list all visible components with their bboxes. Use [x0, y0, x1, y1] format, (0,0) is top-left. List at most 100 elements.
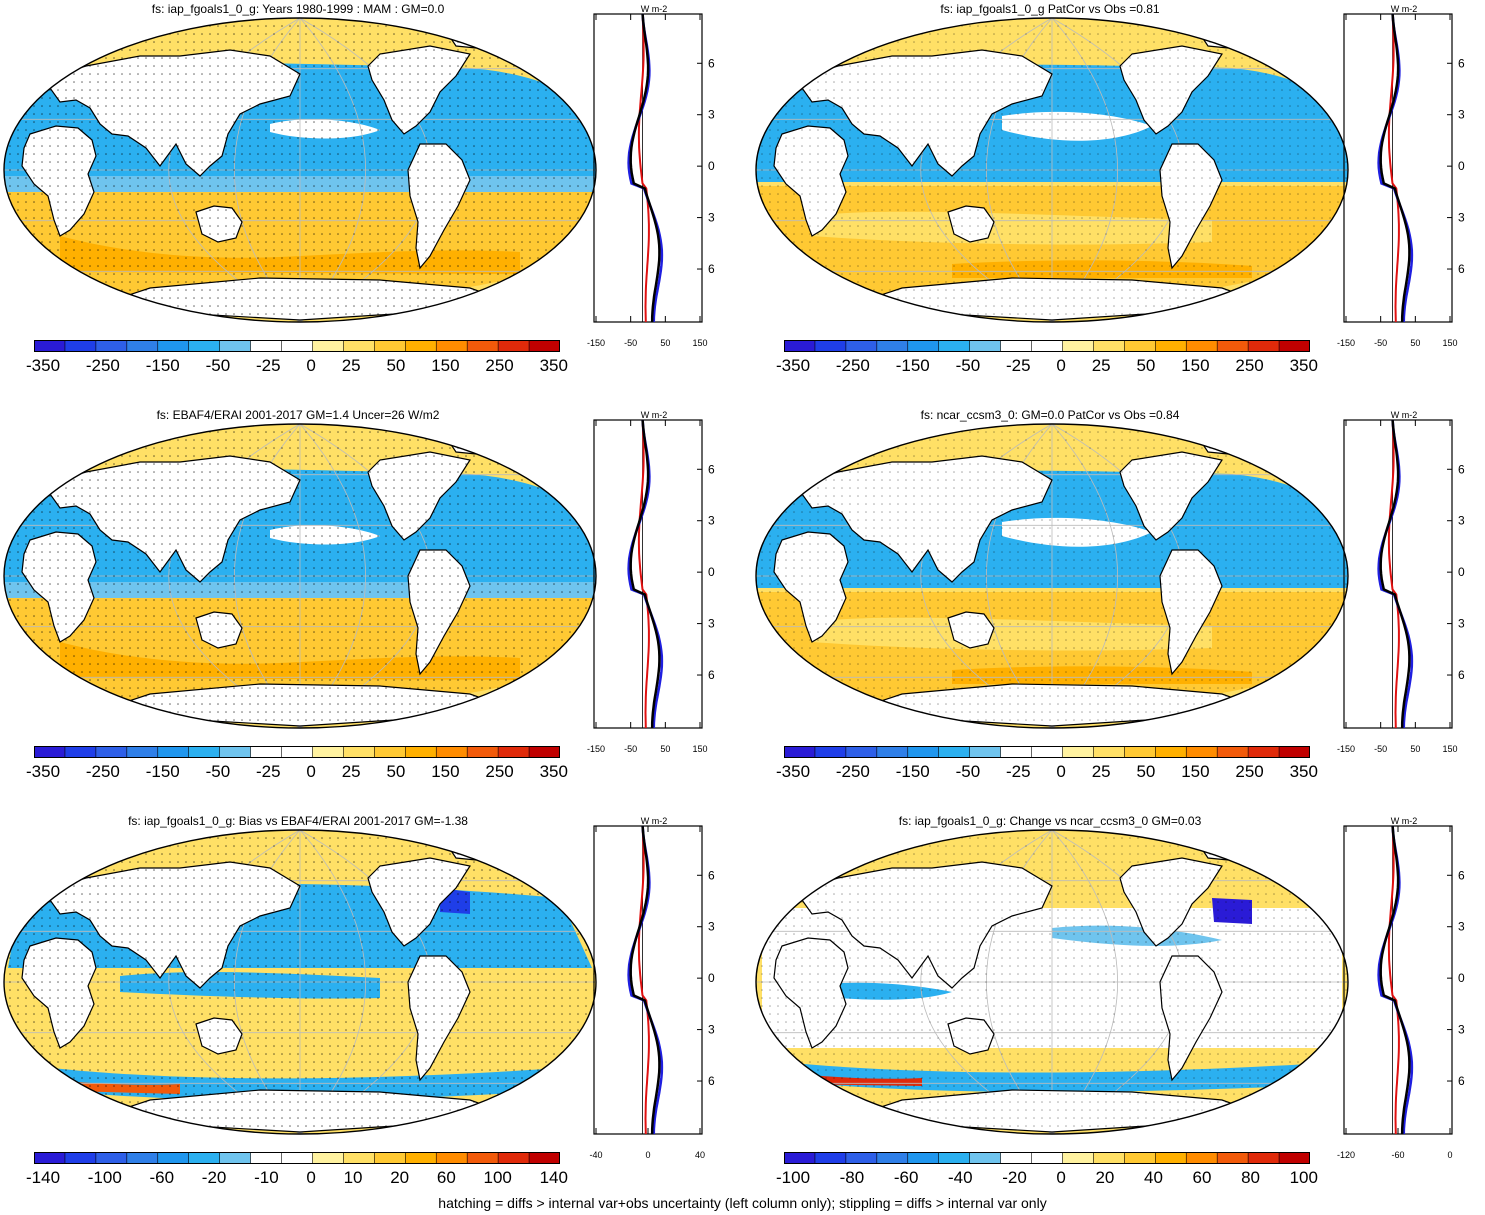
zonal-lat-label: 30S [708, 617, 715, 631]
colorbar-segment [1062, 340, 1094, 352]
colorbar-label: 25 [1091, 762, 1111, 781]
colorbar-label: -25 [1005, 762, 1031, 781]
zonal-tick-label: -150 [587, 338, 605, 348]
colorbar-label: 350 [539, 762, 568, 781]
colorbar-label: -350 [26, 762, 61, 781]
colorbar-labels: -350 -250 -150 -50 -25 0 25 50 150 250 350 [776, 356, 1318, 376]
colorbar-label: 0 [306, 762, 316, 781]
colorbar-label: 250 [485, 356, 514, 375]
colorbar-segment [1248, 1152, 1280, 1164]
colorbar-segment [250, 340, 283, 352]
colorbar-label: -150 [895, 762, 930, 781]
colorbar-label: 50 [1136, 762, 1156, 781]
zonal-mean-profile: W m-2 60N 30N 0 30S 60S -150 -50 50 150 [587, 4, 715, 348]
zonal-lat-label: 30N [708, 108, 715, 122]
zonal-lat-label: 0 [1458, 565, 1465, 579]
zonal-unit-label: W m-2 [1391, 816, 1418, 826]
colorbar-segment [157, 746, 190, 758]
zonal-lat-label: 60S [1458, 1074, 1465, 1088]
zonal-lat-label: 30S [1458, 1023, 1465, 1037]
colorbar-label: -60 [893, 1168, 919, 1187]
colorbar-segment [95, 746, 128, 758]
colorbar-segment [343, 1152, 375, 1164]
colorbar-segment [498, 340, 530, 352]
panel-title: fs: iap_fgoals1_0_g: Bias vs EBAF4/ERAI … [128, 814, 468, 828]
colorbar-segment [1186, 746, 1218, 758]
colorbar-label: -20 [201, 1168, 227, 1187]
zonal-lat-label: 30N [708, 920, 715, 934]
zonal-lat-label: 30N [1458, 514, 1465, 528]
colorbar-label: 100 [483, 1168, 512, 1187]
colorbar-segment [1031, 1152, 1063, 1164]
zonal-lat-label: 30N [1458, 920, 1465, 934]
panel-title: fs: iap_fgoals1_0_g: Change vs ncar_ccsm… [898, 814, 1202, 828]
colorbar-segment [250, 746, 283, 758]
zonal-lat-label: 30S [708, 211, 715, 225]
zonal-unit-label: W m-2 [1391, 4, 1418, 14]
colorbar-segment [1124, 340, 1156, 352]
panel-title: fs: EBAF4/ERAI 2001-2017 GM=1.4 Uncer=26… [156, 408, 440, 422]
zonal-mean-profile: W m-2 60N 30N 0 30S 60S -150 -50 50 150 [1337, 4, 1465, 348]
colorbar-label: 0 [306, 1168, 316, 1187]
colorbar-label: 350 [1289, 356, 1318, 375]
colorbar [34, 1152, 560, 1164]
zonal-tick-label: -50 [624, 338, 637, 348]
colorbar-segment [467, 340, 499, 352]
zonal-lat-label: 30S [1458, 211, 1465, 225]
colorbar-segment [1155, 746, 1187, 758]
colorbar-segment [467, 746, 499, 758]
panel-title: fs: iap_fgoals1_0_g: Years 1980-1999 : M… [151, 2, 445, 16]
colorbar-label: -100 [776, 1168, 811, 1187]
world-map [3, 423, 597, 729]
colorbar-segment [312, 1152, 344, 1164]
zonal-lat-label: 0 [708, 565, 715, 579]
zonal-curve [1379, 13, 1411, 322]
zonal-lat-label: 30S [1458, 617, 1465, 631]
colorbar-label: -350 [776, 356, 811, 375]
colorbar-labels: -100 -80 -60 -40 -20 0 20 40 60 80 100 [776, 1168, 1318, 1188]
colorbar-segment [1000, 340, 1033, 352]
colorbar-label: -40 [948, 1168, 973, 1187]
zonal-curve [1379, 825, 1411, 1134]
colorbar-segment [938, 746, 971, 758]
colorbar-segment [1000, 746, 1033, 758]
zonal-curve [637, 13, 650, 323]
zonal-unit-label: W m-2 [1391, 410, 1418, 420]
zonal-mean-profile: W m-2 60N 30N 0 30S 60S -150 -50 50 150 [587, 410, 715, 754]
colorbar-segment [814, 1152, 847, 1164]
colorbar-segment [343, 340, 375, 352]
colorbar-segment [814, 746, 847, 758]
panel-title: fs: iap_fgoals1_0_g PatCor vs Obs =0.81 [940, 2, 1160, 16]
colorbar-segment [250, 1152, 283, 1164]
colorbar-segment [126, 340, 159, 352]
zonal-lat-label: 0 [708, 971, 715, 985]
colorbar-segment [126, 746, 159, 758]
colorbar-label: -250 [85, 356, 120, 375]
colorbar-label: 0 [1056, 762, 1066, 781]
colorbar-label: 100 [1289, 1168, 1318, 1187]
colorbar-segment [188, 1152, 221, 1164]
colorbar-label: -50 [955, 762, 981, 781]
colorbar-label: 150 [1181, 356, 1210, 375]
colorbar-segment [1062, 1152, 1094, 1164]
zonal-lat-label: 60S [708, 262, 715, 276]
zonal-unit-label: W m-2 [641, 410, 668, 420]
colorbar-segment [845, 746, 878, 758]
colorbar-segment [1000, 1152, 1033, 1164]
colorbar-label: -50 [955, 356, 981, 375]
colorbar-segment [784, 1152, 816, 1164]
colorbar-label: -250 [85, 762, 120, 781]
colorbar-segment [969, 746, 1002, 758]
world-map [755, 17, 1349, 323]
colorbar-segment [907, 340, 940, 352]
colorbar-label: -80 [839, 1168, 865, 1187]
colorbar-segment [1279, 1152, 1310, 1164]
zonal-tick-label: -120 [1337, 1150, 1355, 1160]
colorbar-labels: -140 -100 -60 -20 -10 0 10 20 60 100 140 [26, 1168, 568, 1188]
colorbar-label: -25 [255, 356, 281, 375]
zonal-tick-label: 0 [645, 1150, 650, 1160]
zonal-curve [629, 825, 661, 1134]
colorbar-segment [312, 340, 344, 352]
colorbar-label: 250 [1235, 762, 1264, 781]
zonal-unit-label: W m-2 [641, 816, 668, 826]
